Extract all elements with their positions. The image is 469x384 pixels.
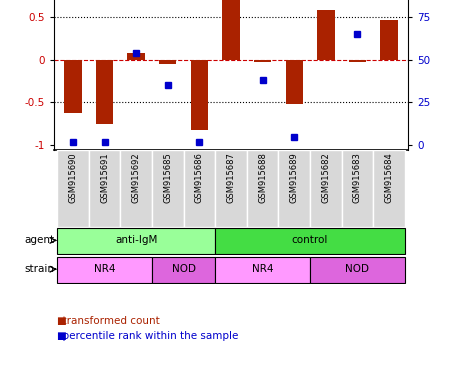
Text: percentile rank within the sample: percentile rank within the sample: [56, 331, 239, 341]
Bar: [121, 150, 152, 227]
Text: NR4: NR4: [252, 264, 273, 274]
Bar: [222, 0, 240, 60]
Text: GSM915684: GSM915684: [385, 152, 393, 203]
Bar: [215, 150, 247, 227]
Bar: [159, 60, 176, 64]
Text: GSM915683: GSM915683: [353, 152, 362, 203]
Bar: [286, 60, 303, 104]
Bar: [247, 150, 279, 227]
Bar: [254, 60, 271, 62]
Bar: [373, 150, 405, 227]
Bar: [183, 150, 215, 227]
Text: NOD: NOD: [346, 264, 370, 274]
Text: GSM915690: GSM915690: [68, 152, 77, 203]
Text: agent: agent: [24, 235, 54, 245]
Text: control: control: [292, 235, 328, 245]
Bar: [279, 150, 310, 227]
Bar: [317, 10, 334, 60]
Text: strain: strain: [24, 264, 54, 274]
Bar: [128, 53, 145, 60]
Bar: [215, 228, 405, 254]
Bar: [341, 150, 373, 227]
Text: GSM915685: GSM915685: [163, 152, 172, 203]
Bar: [310, 257, 405, 283]
Text: GSM915691: GSM915691: [100, 152, 109, 203]
Text: NR4: NR4: [94, 264, 115, 274]
Text: GSM915686: GSM915686: [195, 152, 204, 203]
Bar: [152, 150, 183, 227]
Bar: [57, 150, 89, 227]
Text: ■: ■: [56, 316, 66, 326]
Text: GSM915692: GSM915692: [132, 152, 141, 203]
Bar: [215, 257, 310, 283]
Bar: [64, 60, 82, 113]
Bar: [152, 257, 215, 283]
Bar: [349, 60, 366, 62]
Text: GSM915682: GSM915682: [321, 152, 330, 203]
Text: transformed count: transformed count: [56, 316, 160, 326]
Bar: [57, 257, 152, 283]
Bar: [380, 20, 398, 60]
Text: ■: ■: [56, 331, 66, 341]
Text: GSM915687: GSM915687: [227, 152, 235, 203]
Bar: [89, 150, 121, 227]
Bar: [57, 228, 215, 254]
Text: GSM915688: GSM915688: [258, 152, 267, 203]
Bar: [96, 60, 113, 124]
Bar: [310, 150, 341, 227]
Text: anti-IgM: anti-IgM: [115, 235, 157, 245]
Text: GSM915689: GSM915689: [290, 152, 299, 203]
Bar: [191, 60, 208, 130]
Text: NOD: NOD: [172, 264, 196, 274]
